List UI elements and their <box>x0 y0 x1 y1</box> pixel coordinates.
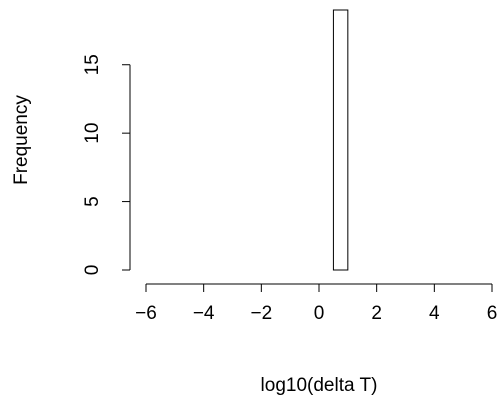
x-axis-label: log10(delta T) <box>261 375 378 396</box>
y-tick-label: 0 <box>82 265 103 276</box>
y-tick-label: 5 <box>82 196 103 207</box>
x-tick-label: 6 <box>487 303 498 324</box>
x-tick-label: −6 <box>135 303 157 324</box>
y-axis-label: Frequency <box>11 95 32 185</box>
x-tick-label: 0 <box>314 303 325 324</box>
y-tick-label: 15 <box>82 54 103 75</box>
x-tick-label: −4 <box>193 303 215 324</box>
x-tick-label: −2 <box>250 303 272 324</box>
x-tick-label: 4 <box>429 303 440 324</box>
y-tick-label: 10 <box>82 123 103 144</box>
bar <box>332 9 349 271</box>
x-tick-label: 2 <box>371 303 382 324</box>
